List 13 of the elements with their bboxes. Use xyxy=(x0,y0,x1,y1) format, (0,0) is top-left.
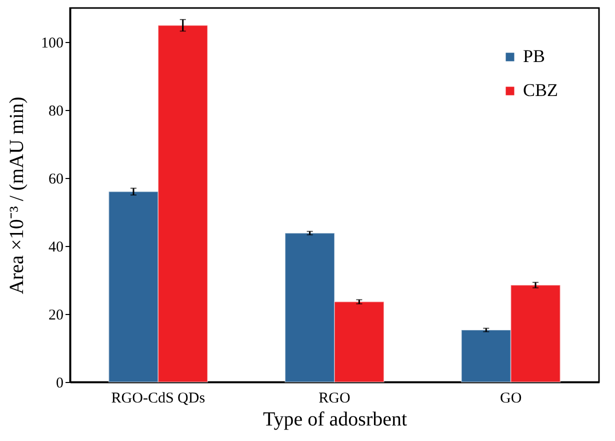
y-tick-label: 100 xyxy=(41,36,64,52)
y-tick-label: 0 xyxy=(56,376,64,392)
y-tick-label: 80 xyxy=(48,104,64,120)
y-axis-title: Area ×10⁻³ / (mAU min) xyxy=(6,96,28,294)
x-tick-label: GO xyxy=(500,390,522,406)
legend-label: CBZ xyxy=(523,80,558,100)
legend-label: PB xyxy=(523,46,546,66)
y-tick-label: 60 xyxy=(48,172,64,188)
x-tick-label: RGO xyxy=(318,390,350,406)
y-tick-label: 20 xyxy=(48,308,64,324)
x-axis-title: Type of adosrbent xyxy=(262,408,408,430)
x-tick-label: RGO-CdS QDs xyxy=(111,390,206,406)
y-tick-label: 40 xyxy=(48,240,64,256)
